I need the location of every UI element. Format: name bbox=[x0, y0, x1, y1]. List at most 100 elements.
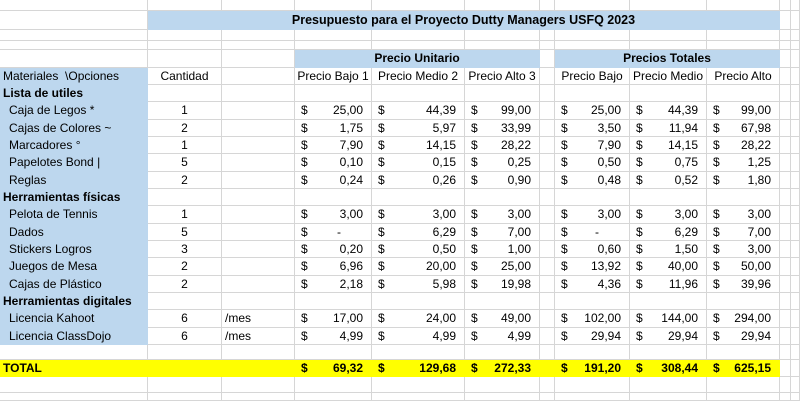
cell-material-name[interactable]: Licencia Kahoot bbox=[0, 310, 148, 328]
cell-unit-price-low[interactable]: $25,00 bbox=[295, 102, 372, 120]
cell-grand-total-high[interactable]: $625,15 bbox=[707, 359, 780, 377]
cell-empty[interactable] bbox=[540, 258, 555, 276]
cell-empty[interactable] bbox=[222, 292, 295, 311]
cell-empty[interactable] bbox=[791, 11, 800, 30]
cell-empty[interactable] bbox=[791, 85, 800, 103]
cell-unit-price-mid[interactable]: $24,00 bbox=[372, 310, 465, 328]
group-header-total-prices[interactable]: Precios Totales bbox=[555, 50, 780, 68]
cell-total-price-mid[interactable]: $6,29 bbox=[630, 223, 707, 241]
cell-empty[interactable] bbox=[148, 0, 222, 11]
cell-empty[interactable] bbox=[780, 11, 791, 30]
cell-empty[interactable] bbox=[780, 50, 791, 68]
cell-total-price-low[interactable]: $102,00 bbox=[555, 310, 630, 328]
cell-total-price-low[interactable]: $4,36 bbox=[555, 275, 630, 293]
cell-empty[interactable] bbox=[780, 327, 791, 345]
cell-total-price-high[interactable]: $294,00 bbox=[707, 310, 780, 328]
cell-empty[interactable] bbox=[0, 30, 148, 41]
section-header[interactable]: Lista de utiles bbox=[0, 85, 148, 103]
cell-empty[interactable] bbox=[791, 376, 800, 393]
cell-empty[interactable] bbox=[540, 119, 555, 137]
cell-empty[interactable] bbox=[555, 85, 630, 103]
cell-unit-price-mid[interactable]: $14,15 bbox=[372, 136, 465, 155]
cell-grand-total-unit-high[interactable]: $272,33 bbox=[465, 359, 540, 377]
cell-empty[interactable] bbox=[540, 67, 555, 85]
cell-empty[interactable] bbox=[540, 292, 555, 311]
cell-empty[interactable] bbox=[791, 327, 800, 345]
cell-unit-price-mid[interactable]: $0,15 bbox=[372, 154, 465, 172]
cell-empty[interactable] bbox=[465, 41, 540, 50]
cell-empty[interactable] bbox=[707, 188, 780, 207]
cell-empty[interactable] bbox=[540, 327, 555, 345]
cell-unit-price-high[interactable]: $0,25 bbox=[465, 154, 540, 172]
header-cantidad[interactable]: Cantidad bbox=[148, 67, 222, 85]
cell-empty[interactable] bbox=[0, 392, 148, 401]
header-precio-bajo[interactable]: Precio Bajo bbox=[555, 67, 630, 85]
cell-empty[interactable] bbox=[791, 392, 800, 401]
cell-empty[interactable] bbox=[540, 376, 555, 393]
cell-empty[interactable] bbox=[295, 188, 372, 207]
cell-empty[interactable] bbox=[148, 188, 222, 207]
cell-empty[interactable] bbox=[222, 359, 295, 377]
cell-empty[interactable] bbox=[780, 30, 791, 41]
cell-material-name[interactable]: Pelota de Tennis bbox=[0, 206, 148, 224]
cell-material-name[interactable]: Marcadores ° bbox=[0, 136, 148, 155]
cell-unit-suffix[interactable] bbox=[222, 136, 295, 155]
cell-empty[interactable] bbox=[372, 292, 465, 311]
cell-empty[interactable] bbox=[0, 41, 148, 50]
cell-empty[interactable] bbox=[707, 85, 780, 103]
cell-empty[interactable] bbox=[707, 41, 780, 50]
cell-empty[interactable] bbox=[555, 376, 630, 393]
cell-empty[interactable] bbox=[555, 41, 630, 50]
cell-empty[interactable] bbox=[0, 344, 148, 360]
cell-empty[interactable] bbox=[540, 223, 555, 241]
cell-empty[interactable] bbox=[372, 30, 465, 41]
cell-empty[interactable] bbox=[791, 344, 800, 360]
cell-unit-price-low[interactable]: $0,20 bbox=[295, 240, 372, 259]
cell-unit-price-high[interactable]: $33,99 bbox=[465, 119, 540, 137]
cell-unit-price-mid[interactable]: $0,50 bbox=[372, 240, 465, 259]
cell-unit-suffix[interactable]: /mes bbox=[222, 327, 295, 345]
cell-empty[interactable] bbox=[707, 0, 780, 11]
cell-empty[interactable] bbox=[540, 154, 555, 172]
cell-total-price-low[interactable]: $25,00 bbox=[555, 102, 630, 120]
cell-empty[interactable] bbox=[707, 376, 780, 393]
cell-empty[interactable] bbox=[222, 344, 295, 360]
cell-empty[interactable] bbox=[780, 41, 791, 50]
cell-empty[interactable] bbox=[780, 344, 791, 360]
cell-empty[interactable] bbox=[295, 30, 372, 41]
cell-empty[interactable] bbox=[707, 292, 780, 311]
cell-total-price-mid[interactable]: $11,96 bbox=[630, 275, 707, 293]
cell-unit-price-low[interactable]: $6,96 bbox=[295, 258, 372, 276]
cell-unit-price-mid[interactable]: $20,00 bbox=[372, 258, 465, 276]
cell-empty[interactable] bbox=[222, 376, 295, 393]
cell-empty[interactable] bbox=[555, 292, 630, 311]
sheet-title[interactable]: Presupuesto para el Proyecto Dutty Manag… bbox=[148, 11, 780, 30]
cell-quantity[interactable]: 1 bbox=[148, 136, 222, 155]
cell-empty[interactable] bbox=[0, 11, 148, 30]
cell-empty[interactable] bbox=[791, 206, 800, 224]
cell-total-price-low[interactable]: $13,92 bbox=[555, 258, 630, 276]
cell-material-name[interactable]: Juegos de Mesa bbox=[0, 258, 148, 276]
cell-unit-suffix[interactable] bbox=[222, 223, 295, 241]
cell-empty[interactable] bbox=[148, 344, 222, 360]
cell-empty[interactable] bbox=[791, 41, 800, 50]
cell-empty[interactable] bbox=[791, 50, 800, 68]
cell-empty[interactable] bbox=[780, 240, 791, 259]
cell-empty[interactable] bbox=[295, 376, 372, 393]
group-header-unit-prices[interactable]: Precio Unitario bbox=[295, 50, 540, 68]
cell-unit-price-mid[interactable]: $44,39 bbox=[372, 102, 465, 120]
cell-empty[interactable] bbox=[791, 359, 800, 377]
cell-empty[interactable] bbox=[295, 41, 372, 50]
cell-empty[interactable] bbox=[465, 188, 540, 207]
cell-unit-price-low[interactable]: $2,18 bbox=[295, 275, 372, 293]
cell-empty[interactable] bbox=[780, 359, 791, 377]
cell-empty[interactable] bbox=[148, 50, 222, 68]
cell-empty[interactable] bbox=[630, 188, 707, 207]
cell-unit-suffix[interactable] bbox=[222, 171, 295, 189]
cell-unit-price-mid[interactable]: $3,00 bbox=[372, 206, 465, 224]
cell-total-price-mid[interactable]: $144,00 bbox=[630, 310, 707, 328]
cell-material-name[interactable]: Cajas de Colores ~ bbox=[0, 119, 148, 137]
cell-quantity[interactable]: 3 bbox=[148, 240, 222, 259]
cell-empty[interactable] bbox=[465, 344, 540, 360]
cell-total-price-mid[interactable]: $29,94 bbox=[630, 327, 707, 345]
